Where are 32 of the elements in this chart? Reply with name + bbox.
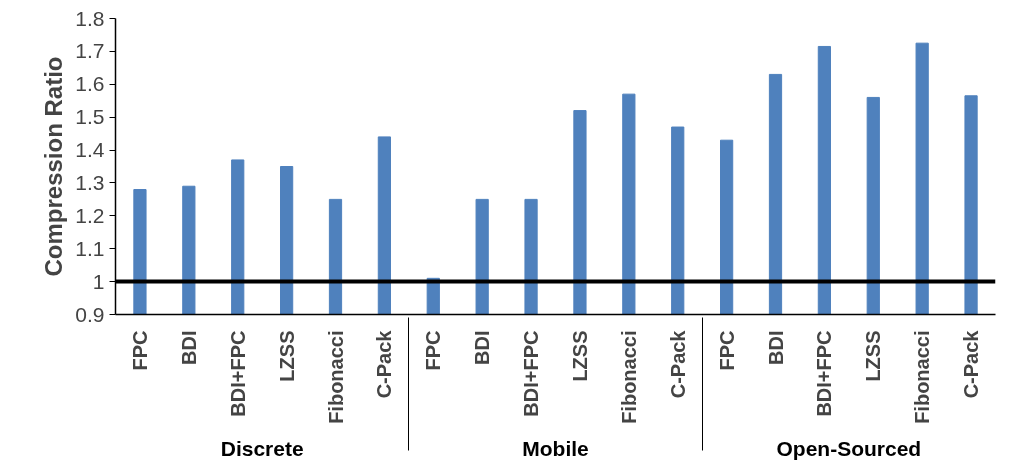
x-tick-label: BDI+FPC [813,330,836,417]
y-axis-title: Compression Ratio [40,56,68,277]
x-tick-label: BDI+FPC [226,330,249,417]
x-tick-label: Fibonacci [324,330,347,424]
text: Discrete [220,436,304,460]
y-tick-label: 1 [92,269,105,293]
y-tick-label: 1.8 [75,6,105,30]
y-tick-label: 1.3 [75,170,105,194]
y-tick-label: 1.1 [75,236,105,260]
y-tick-label: 0.9 [75,302,105,326]
x-tick-label: LZSS [568,330,591,382]
x-tick-label: BDI [764,330,787,365]
x-tick-label: FPC [422,330,445,371]
x-tick-label: LZSS [862,330,885,382]
y-tick-label: 1.6 [75,72,105,96]
y-tick-label: 1.7 [75,39,105,63]
text: Mobile [522,436,589,460]
x-tick-label: C-Pack [373,329,396,399]
x-tick-label: FPC [715,330,738,371]
x-tick-label: FPC [128,330,151,371]
x-tick-label: BDI [177,330,200,365]
x-tick-label: C-Pack [666,329,689,399]
text: Open-Sourced [776,436,922,460]
x-tick-label: BDI+FPC [520,330,543,417]
y-tick-label: 1.5 [75,105,105,129]
x-tick-label: BDI [471,330,494,365]
y-tick-label: 1.4 [75,138,105,162]
x-tick-label: Fibonacci [617,330,640,424]
x-tick-label: C-Pack [960,329,983,399]
x-tick-label: Fibonacci [911,330,934,424]
y-tick-label: 1.2 [75,203,105,227]
x-tick-label: LZSS [275,330,298,382]
